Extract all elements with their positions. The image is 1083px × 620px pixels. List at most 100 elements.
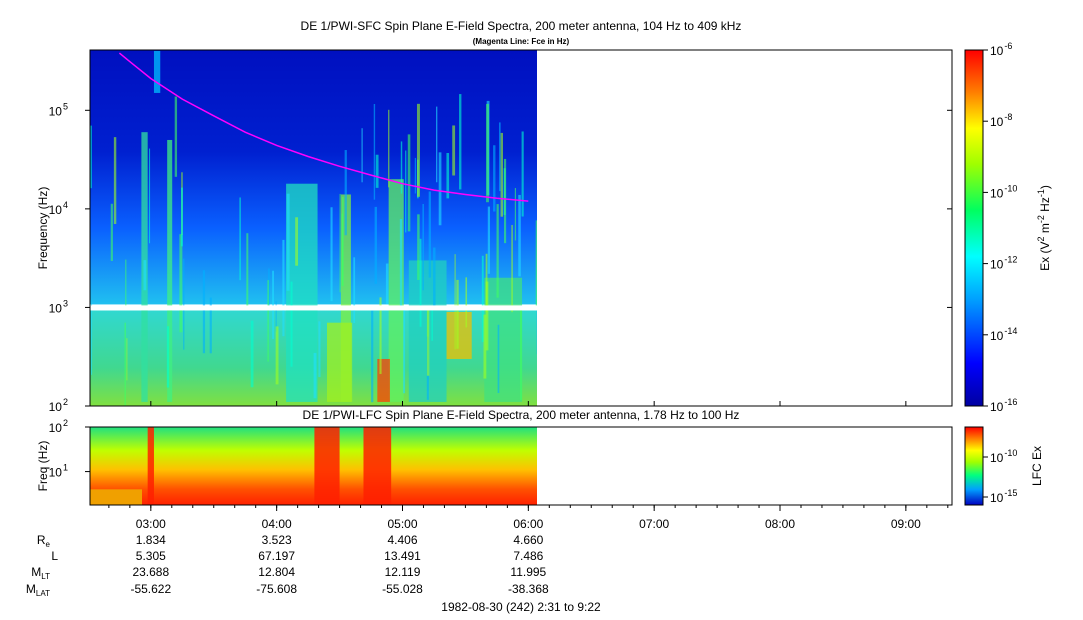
sfc-emission-streak <box>426 309 430 376</box>
sfc-emission-streak <box>496 204 499 298</box>
sfc-emission-streak <box>498 122 501 192</box>
time-axis: 03:00 04:00 05:00 06:00 07:00 08:00 09:00 <box>108 401 949 531</box>
sfc-emission-band <box>153 50 161 93</box>
sfc-emission-streak <box>373 103 376 200</box>
sfc-emission-streak <box>519 310 523 401</box>
sfc-emission-streak <box>110 203 113 261</box>
ephemeris-table: Re 1.834 3.523 4.406 4.660 L 5.305 67.197 13.491… <box>26 533 549 598</box>
sfc-emission-streak <box>518 194 521 277</box>
sfc-emission-band <box>326 322 353 402</box>
sfc-emission-streak <box>174 96 178 177</box>
sfc-emission-streak <box>500 132 503 217</box>
sfc-emission-streak <box>124 322 126 406</box>
sfc-emission-streak <box>465 277 468 328</box>
sfc-y-tick-label: 102 <box>49 397 68 414</box>
ephemeris-value: -75.608 <box>256 582 297 596</box>
lfc-colorbar-ticks: 10-10 10-15 <box>983 448 1017 505</box>
sfc-plot-frame <box>89 49 953 407</box>
sfc-colorbar-ticks: 10-6 10-8 10-10 10-12 10-14 10-16 <box>983 41 1017 414</box>
sfc-emission-streak <box>388 109 390 188</box>
sfc-emission-streak <box>90 125 92 189</box>
time-tick-label: 09:00 <box>891 517 921 531</box>
sfc-emission-streak <box>290 281 293 367</box>
sfc-emission-streak <box>452 125 456 176</box>
sfc-emission-streak <box>483 314 487 379</box>
sfc-emission-streak <box>414 157 417 194</box>
sfc-emission-streak <box>493 145 496 212</box>
ephemeris-value: 11.995 <box>510 565 546 579</box>
sfc-emission-streak <box>272 270 274 339</box>
sfc-emission-streak <box>91 304 93 375</box>
sfc-emission-streak <box>399 219 403 310</box>
sfc-emission-streak <box>422 203 424 291</box>
sfc-emission-streak <box>341 196 344 287</box>
sfc-emission-streak <box>407 134 411 232</box>
sfc-emission-streak <box>456 279 459 349</box>
fce-line <box>118 52 529 202</box>
time-tick-label: 06:00 <box>513 517 543 531</box>
lfc-y-tick-label: 101 <box>49 463 68 480</box>
sfc-emission-streak <box>181 187 183 247</box>
sfc-emission-streak <box>268 268 270 308</box>
sfc-colorbar-label: Ex (V2 m-2 Hz-1) <box>1036 185 1052 271</box>
lfc-burst <box>147 427 154 505</box>
sfc-emission-streak <box>485 281 489 351</box>
lfc-burst <box>314 427 340 505</box>
sfc-emission-streak <box>313 352 317 399</box>
sfc-emission-streak <box>431 309 433 341</box>
sfc-emission-streak <box>344 150 347 236</box>
sfc-emission-streak <box>339 193 341 293</box>
sfc-emission-streak <box>503 158 507 244</box>
sfc-emission-streak <box>374 206 377 284</box>
sfc-emission-streak <box>433 247 436 307</box>
sfc-emission-streak <box>486 103 489 203</box>
sfc-emission-streak <box>487 206 491 274</box>
time-tick-label: 04:00 <box>262 517 292 531</box>
sfc-y-tick-label: 105 <box>49 101 68 118</box>
ephemeris-row-label: Re <box>37 533 51 549</box>
sfc-emission-streak <box>209 297 212 354</box>
sfc-emission-streak <box>371 310 374 403</box>
ephemeris-value: 4.406 <box>387 533 417 547</box>
sfc-emission-band <box>167 139 173 402</box>
time-tick-label: 03:00 <box>136 517 166 531</box>
ephemeris-value: 4.660 <box>513 533 543 547</box>
sfc-emission-streak <box>282 239 285 337</box>
sfc-emission-streak <box>113 137 117 224</box>
sfc-colorbar-tick-label: 10-12 <box>990 255 1017 272</box>
lfc-y-axis: 101 102 <box>49 418 90 480</box>
sfc-emission-band <box>446 311 472 359</box>
sfc-emission-streak <box>511 224 513 313</box>
lfc-y-tick-label: 102 <box>49 418 68 435</box>
sfc-emission-streak <box>202 270 206 354</box>
lfc-colorbar-tick-label: 10-10 <box>990 448 1017 465</box>
sfc-emission-streak <box>419 238 422 327</box>
sfc-emission-streak <box>521 131 524 217</box>
sfc-emission-streak <box>361 128 363 183</box>
lfc-plot-frame <box>89 426 953 506</box>
ephemeris-value: 12.119 <box>385 565 421 579</box>
sfc-emission-streak <box>125 259 127 310</box>
sfc-emission-streak <box>446 152 450 199</box>
sfc-emission-band <box>340 194 351 402</box>
sfc-emission-streak <box>148 148 151 244</box>
sfc-emission-streak <box>428 191 431 278</box>
sfc-colorbar-tick-label: 10-16 <box>990 397 1017 414</box>
ephemeris-value: 23.688 <box>132 565 169 579</box>
sfc-emission-streak <box>318 321 321 378</box>
lfc-burst <box>363 427 392 505</box>
ephemeris-row-label: L <box>51 549 58 563</box>
ephemeris-value: 1.834 <box>136 533 166 547</box>
lfc-colorbar-label: LFC Ex <box>1030 446 1044 486</box>
time-tick-label: 07:00 <box>639 517 669 531</box>
lfc-colorbar-tick-label: 10-15 <box>990 488 1017 505</box>
sfc-emission-streak <box>438 152 442 226</box>
top-panel-subtitle: (Magenta Line: Fce in Hz) <box>473 37 570 46</box>
lfc-spectrogram <box>90 427 537 505</box>
ephemeris-row-label: MLAT <box>26 582 50 598</box>
sfc-emission-streak <box>126 338 128 381</box>
sfc-emission-streak <box>379 297 382 374</box>
lfc-colorbar <box>964 426 984 506</box>
ephemeris-value: 12.804 <box>258 565 295 579</box>
